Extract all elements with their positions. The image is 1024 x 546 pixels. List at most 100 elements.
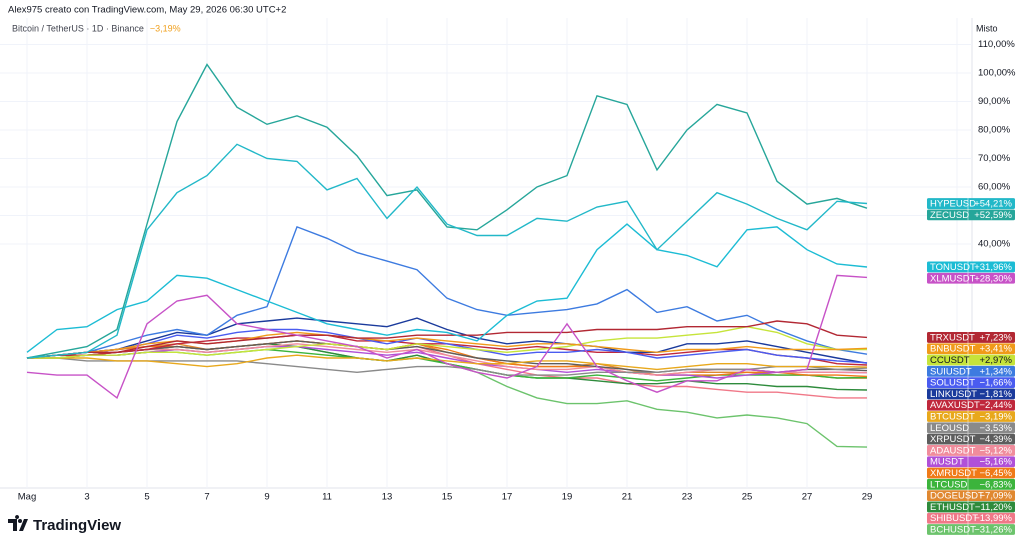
legend-label: ZECUSD [930, 210, 969, 221]
value-label: +28,30% [974, 273, 1012, 284]
series-line [27, 354, 868, 371]
y-tick-label: 80,00% [978, 125, 1011, 136]
legend-label: BNBUSDT [930, 344, 976, 355]
legend-label: TRXUSDT [930, 332, 975, 343]
x-tick-label: 7 [204, 492, 209, 503]
value-label: +54,21% [974, 199, 1012, 210]
price-label-box [927, 490, 1015, 502]
series-line [26, 225, 868, 359]
x-tick-label: 25 [742, 492, 753, 503]
price-label-box [927, 261, 1015, 273]
legend-label: LINKUSDT [930, 389, 977, 400]
x-tick-label: 17 [502, 492, 513, 503]
legend-label: ETHUSDT [930, 502, 975, 513]
brand: TradingView [33, 517, 121, 534]
legend-label: SHIBUSDT [930, 513, 978, 524]
series-line [26, 328, 868, 364]
price-label-box [927, 354, 1015, 366]
series-line [26, 223, 868, 353]
value-label: −3,53% [980, 423, 1013, 434]
price-label-box [927, 433, 1015, 445]
legend-label: MUSDT [930, 457, 964, 468]
value-label: −6,45% [980, 468, 1013, 479]
x-tick-label: 21 [622, 492, 633, 503]
x-tick-label: 15 [442, 492, 453, 503]
grid [0, 18, 972, 488]
x-tick-label: 23 [682, 492, 693, 503]
price-label-box [927, 524, 1015, 535]
legend-label: TONUSDT [930, 262, 976, 273]
value-label: +3,41% [980, 344, 1013, 355]
price-label-box [927, 467, 1015, 479]
chart-title: Bitcoin / TetherUS · 1D · Binance [12, 23, 144, 33]
price-label-box [927, 512, 1015, 524]
series-line [26, 143, 868, 359]
series-line [26, 317, 868, 364]
y-tick-label: 40,00% [978, 239, 1011, 250]
x-tick-label: 29 [862, 492, 873, 503]
credit: Alex975 creato con TradingView.com, May … [8, 5, 286, 16]
value-label: −11,20% [975, 502, 1013, 513]
x-tick-label: 19 [562, 492, 573, 503]
value-label: −2,44% [980, 400, 1013, 411]
y-tick-label: 110,00% [978, 39, 1015, 50]
value-label: −1,81% [980, 389, 1013, 400]
title-value: −3,19% [150, 23, 181, 33]
legend-label: BCHUSDT [930, 525, 976, 536]
y-tick-label: 70,00% [978, 153, 1011, 164]
value-label: −3,19% [980, 412, 1013, 423]
x-tick-label: 3 [84, 492, 89, 503]
legend-label: ADAUSDT [930, 445, 976, 456]
legend-label: DOGEUSDT [930, 491, 984, 502]
x-tick-label: 13 [382, 492, 393, 503]
series-line [26, 331, 868, 359]
series-line [27, 357, 868, 376]
legend-label: SUIUSDT [930, 366, 972, 377]
x-tick-label: 5 [144, 492, 149, 503]
legend-label: HYPEUSD [930, 199, 976, 210]
price-label-box [927, 198, 1015, 209]
legend-label: XMRUSDT [930, 468, 977, 479]
price-label-box [927, 445, 1015, 456]
value-label: +31,96% [974, 262, 1012, 273]
legend-label: LEOUSD [930, 423, 969, 434]
value-label: −13,99% [974, 513, 1012, 524]
price-label-box [927, 388, 1015, 400]
value-label: −31,26% [974, 525, 1012, 536]
legend-label: SOLUSDT [930, 378, 975, 389]
price-label-box [927, 478, 1015, 490]
price-label-box [927, 411, 1015, 422]
legend-label: AVAXUSDT [930, 400, 980, 411]
value-label: −4,39% [980, 434, 1013, 445]
legend-label: XLMUSDT [930, 273, 976, 284]
y-tick-label: 100,00% [978, 68, 1016, 79]
value-label: −7,09% [980, 491, 1013, 502]
value-label: +52,59% [974, 210, 1012, 221]
price-label-box [927, 377, 1015, 389]
value-label: −5,16% [980, 457, 1013, 468]
series-line [26, 340, 868, 378]
y-tick-label: 90,00% [978, 96, 1011, 107]
price-label-box [927, 501, 1015, 513]
value-label: −6,83% [980, 479, 1013, 490]
x-tick-label: 27 [802, 492, 813, 503]
series-line [26, 63, 868, 359]
price-label-box [927, 456, 1015, 468]
legend-label: LTCUSD [930, 479, 967, 490]
value-label: +7,23% [980, 332, 1013, 343]
value-label: −1,66% [980, 378, 1013, 389]
price-label-box [927, 343, 1015, 355]
price-label-box [927, 209, 1015, 221]
series-line [26, 274, 868, 400]
x-tick-label: 11 [322, 492, 332, 503]
price-label-box [927, 272, 1015, 284]
legend-label: CCUSDT [930, 355, 970, 366]
value-label: −5,12% [980, 445, 1013, 456]
series-line [26, 320, 868, 359]
price-label-box [927, 422, 1015, 434]
y-tick-label: 60,00% [978, 182, 1011, 193]
legend-label: XRPUSDT [930, 434, 976, 445]
price-label-box [927, 332, 1015, 343]
scale-label: Misto [976, 23, 998, 33]
